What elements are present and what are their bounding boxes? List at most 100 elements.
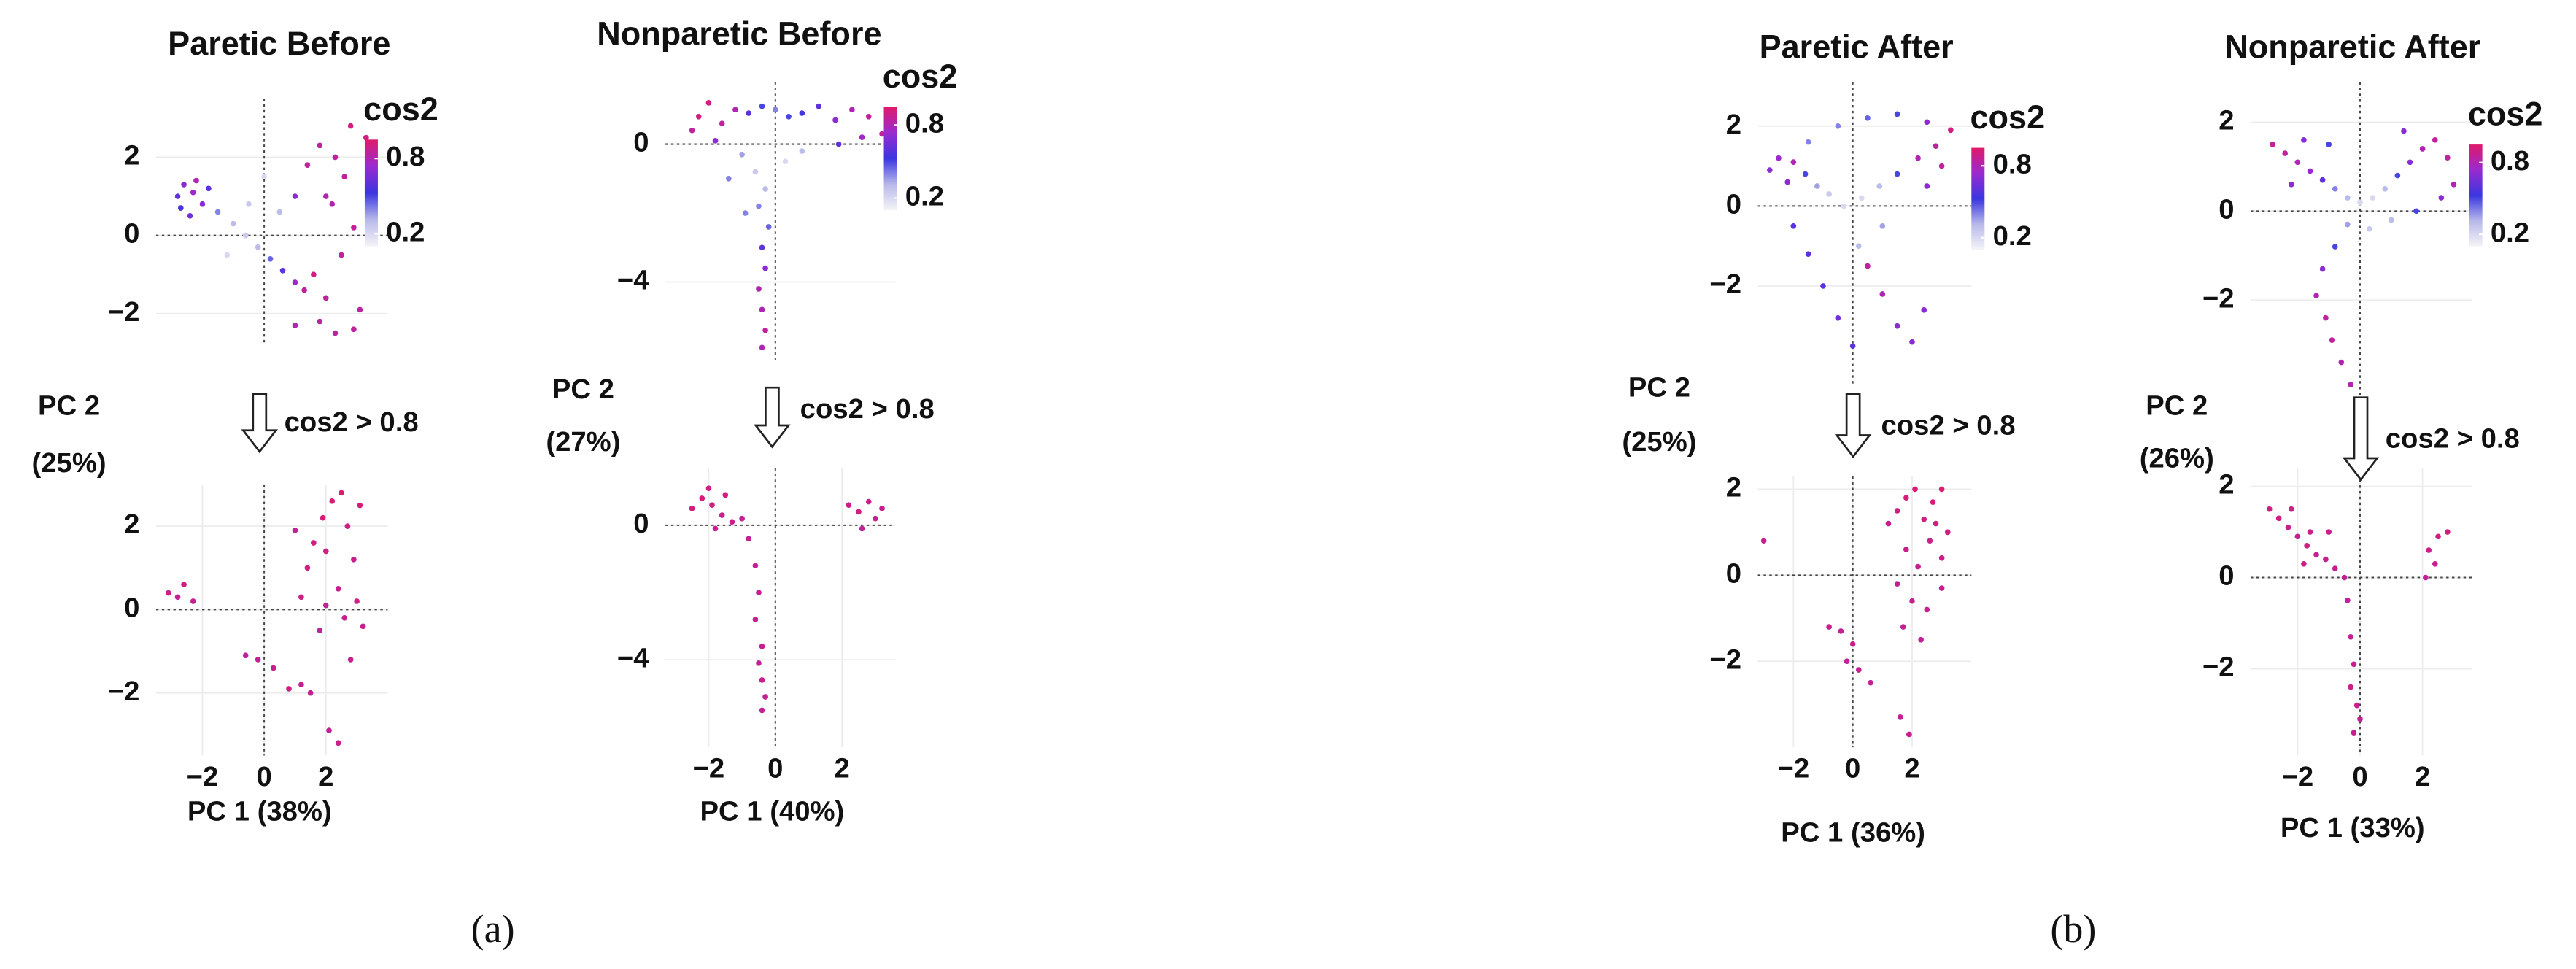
colorbar-tick-label: 0.8: [905, 107, 944, 139]
point: [859, 134, 865, 140]
point: [1948, 127, 1954, 134]
point: [181, 582, 187, 587]
point: [2285, 524, 2291, 530]
y-tick-label: −2: [2202, 282, 2235, 314]
point: [1903, 495, 1909, 501]
point: [1814, 183, 1820, 189]
point: [1900, 624, 1906, 630]
point: [341, 615, 348, 621]
point: [722, 492, 729, 498]
point: [739, 515, 745, 522]
point: [2426, 547, 2432, 553]
colorbar: [883, 107, 897, 211]
point: [729, 519, 735, 525]
arrow: [1834, 393, 1872, 458]
colorbar-tick-label: 0.2: [2491, 217, 2529, 248]
point: [1924, 183, 1930, 189]
point: [1879, 291, 1886, 297]
point: [1868, 679, 1873, 686]
colorbar-tick-label: 0.8: [2491, 145, 2529, 177]
point: [177, 205, 184, 211]
point: [1909, 598, 1915, 604]
y-tick-label: 2: [124, 140, 139, 171]
point: [1918, 636, 1925, 643]
point: [759, 677, 765, 683]
chart-title: Paretic Before: [168, 25, 390, 62]
arrow: [2342, 396, 2380, 482]
point: [2332, 186, 2338, 192]
x-tick-label: 2: [318, 761, 333, 792]
y-tick-label: 2: [1726, 472, 1741, 503]
point: [190, 189, 196, 196]
point: [1790, 159, 1797, 165]
y-axis-label: (27%): [546, 426, 620, 458]
point: [1897, 714, 1903, 720]
point: [1894, 171, 1900, 177]
y-tick-label: −2: [2202, 652, 2235, 683]
point: [1826, 191, 1832, 197]
point: [1938, 585, 1945, 591]
point: [2294, 159, 2301, 166]
point: [255, 657, 261, 663]
chart: −2 0 2 −2 0 2 cos2 > 0.8 PC 2 (26%) PC 1 (33%): [2140, 390, 2520, 843]
x-tick-label: −2: [187, 761, 219, 792]
point: [1894, 111, 1900, 117]
point: [799, 148, 805, 154]
point: [2357, 716, 2363, 722]
point: [230, 220, 236, 227]
point: [2432, 560, 2438, 567]
x-tick-label: −2: [2282, 761, 2314, 792]
point: [719, 120, 725, 127]
chart: −2 0 2 Paretic After cos2 0.8 0.2: [1709, 28, 2045, 386]
point: [301, 287, 307, 293]
point: [762, 327, 768, 333]
point: [832, 117, 838, 123]
colorbar-title: cos2: [883, 58, 958, 95]
point: [732, 107, 738, 113]
point: [1849, 343, 1856, 349]
x-axis-label: PC 1 (40%): [700, 795, 844, 827]
panel-label: (a): [471, 907, 515, 951]
colorbar-title: cos2: [363, 90, 438, 128]
point: [344, 523, 351, 529]
point: [317, 628, 323, 633]
point: [1844, 658, 1850, 665]
point: [2351, 730, 2357, 736]
point: [1802, 171, 1809, 177]
y-tick-label: −2: [1709, 269, 1741, 300]
point: [1838, 628, 1844, 634]
colorbar-title: cos2: [2468, 96, 2543, 133]
point: [2319, 266, 2326, 272]
y-axis-label: PC 2: [38, 390, 100, 421]
annotation: cos2 > 0.8: [800, 393, 935, 425]
y-tick-label: 0: [124, 592, 139, 624]
point: [765, 224, 772, 230]
y-tick-label: 0: [633, 127, 649, 158]
point: [746, 536, 752, 542]
point: [1927, 538, 1933, 544]
point: [317, 318, 323, 325]
point: [341, 174, 348, 180]
x-tick-label: 2: [2415, 761, 2430, 792]
x-tick-label: 0: [1845, 753, 1860, 784]
point: [726, 175, 732, 182]
point: [2332, 565, 2338, 571]
chart: −2 0 2 Nonparetic After cos2 0.8 0.2: [2202, 28, 2543, 403]
point: [2288, 506, 2294, 512]
point: [746, 110, 752, 116]
point: [2332, 244, 2338, 250]
point: [879, 505, 885, 511]
point: [2275, 515, 2282, 522]
point: [846, 502, 852, 509]
point: [859, 525, 865, 532]
x-tick-label: −2: [693, 753, 725, 784]
point: [279, 268, 286, 274]
point: [759, 644, 765, 649]
point: [799, 110, 805, 116]
point: [1909, 339, 1915, 345]
point: [1903, 547, 1909, 552]
colorbar-tick-label: 0.8: [386, 141, 425, 172]
x-tick-label: 2: [1904, 753, 1919, 784]
point: [174, 594, 181, 601]
